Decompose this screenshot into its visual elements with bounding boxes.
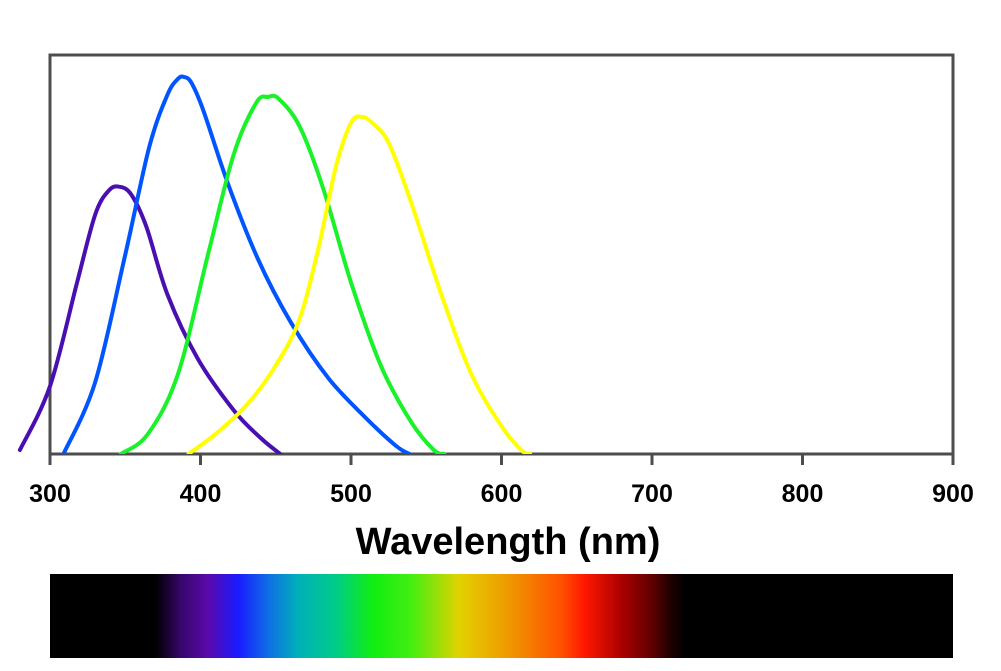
- x-tick-label-900: 900: [932, 480, 974, 508]
- x-axis-title: Wavelength (nm): [356, 521, 661, 563]
- x-tick-label-800: 800: [782, 480, 824, 508]
- x-axis-tick-labels: 300 400 500 600 700 800 900: [29, 480, 974, 508]
- curves-group: [17, 74, 533, 454]
- spectrum-bar: [50, 574, 953, 658]
- x-tick-label-400: 400: [180, 480, 222, 508]
- series-line-4: [186, 114, 533, 454]
- x-axis-ticks: [48, 454, 955, 465]
- series-line-2: [61, 74, 412, 454]
- plot-frame: [48, 53, 955, 456]
- x-tick-label-700: 700: [631, 480, 673, 508]
- x-tick-label-500: 500: [330, 480, 372, 508]
- x-tick-label-300: 300: [29, 480, 71, 508]
- series-line-1: [17, 184, 283, 454]
- series-line-3: [118, 93, 447, 454]
- x-tick-label-600: 600: [481, 480, 523, 508]
